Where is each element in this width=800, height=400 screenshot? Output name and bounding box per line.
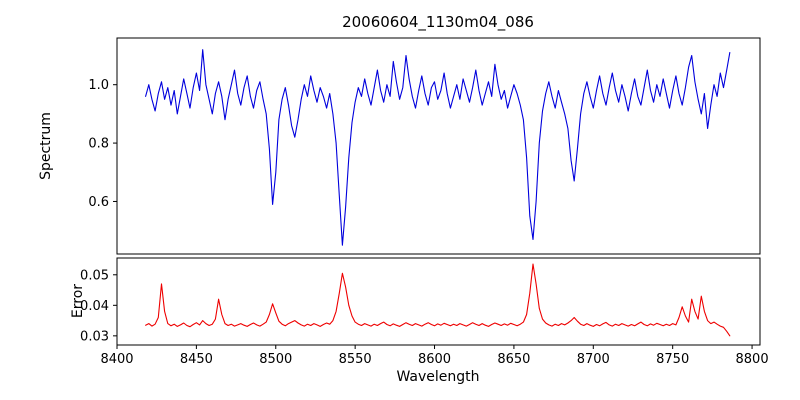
x-tick-label: 8750 — [656, 352, 689, 367]
x-tick-label: 8500 — [259, 352, 292, 367]
error-y-tick-label: 0.04 — [80, 299, 109, 314]
spectrum-line — [145, 49, 731, 246]
x-tick-label: 8600 — [418, 352, 451, 367]
x-tick-label: 8400 — [100, 352, 133, 367]
error-line — [145, 263, 731, 337]
spectrum-panel-frame — [116, 37, 761, 255]
spectrum-y-tick-label: 1.0 — [88, 78, 109, 93]
x-tick-label: 8800 — [736, 352, 769, 367]
error-y-tick-label: 0.03 — [80, 329, 109, 344]
x-tick-label: 8650 — [497, 352, 530, 367]
figure-title: 20060604_1130m04_086 — [342, 13, 534, 31]
spectrum-y-tick-label: 0.6 — [88, 195, 109, 210]
x-tick-label: 8550 — [339, 352, 372, 367]
error-y-tick-label: 0.05 — [80, 268, 109, 283]
x-tick-label: 8700 — [577, 352, 610, 367]
spectrum-y-tick-label: 0.8 — [88, 137, 109, 152]
wavelength-axis-label: Wavelength — [396, 369, 480, 385]
error-panel-frame — [116, 257, 761, 346]
x-tick-label: 8450 — [180, 352, 213, 367]
